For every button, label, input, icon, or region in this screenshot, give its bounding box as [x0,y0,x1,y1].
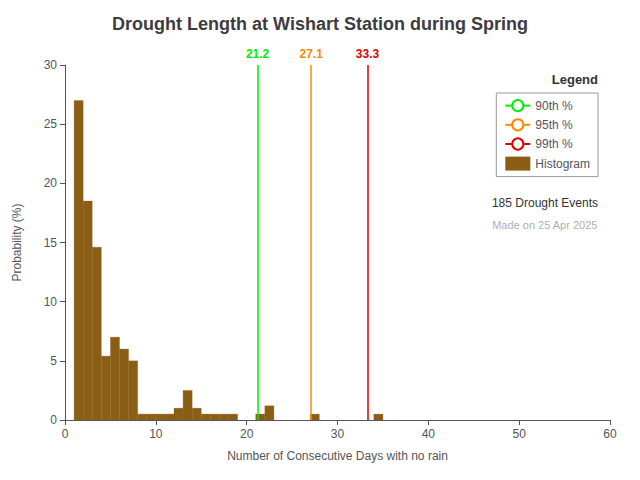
svg-text:15: 15 [44,236,58,250]
svg-text:10: 10 [44,295,58,309]
svg-text:185 Drought Events: 185 Drought Events [492,196,598,210]
svg-text:40: 40 [422,427,436,441]
svg-text:20: 20 [240,427,254,441]
svg-text:0: 0 [62,427,69,441]
svg-text:21.2: 21.2 [246,47,270,61]
svg-text:27.1: 27.1 [299,47,323,61]
svg-text:5: 5 [50,354,57,368]
svg-text:Drought Length at Wishart Stat: Drought Length at Wishart Station during… [112,14,528,34]
svg-text:10: 10 [149,427,163,441]
svg-text:20: 20 [44,176,58,190]
svg-text:Number of Consecutive Days wit: Number of Consecutive Days with no rain [227,449,448,463]
svg-text:Probability (%): Probability (%) [10,203,24,281]
svg-text:Legend: Legend [552,72,598,87]
svg-text:0: 0 [50,413,57,427]
svg-text:Histogram: Histogram [535,157,590,171]
svg-text:90th %: 90th % [535,99,573,113]
svg-text:95th %: 95th % [535,118,573,132]
svg-text:33.3: 33.3 [356,47,380,61]
svg-text:25: 25 [44,117,58,131]
svg-text:30: 30 [44,58,58,72]
svg-text:30: 30 [331,427,345,441]
svg-text:99th %: 99th % [535,137,573,151]
svg-text:Made on 25 Apr 2025: Made on 25 Apr 2025 [492,219,597,231]
svg-text:60: 60 [603,427,617,441]
svg-text:50: 50 [512,427,526,441]
